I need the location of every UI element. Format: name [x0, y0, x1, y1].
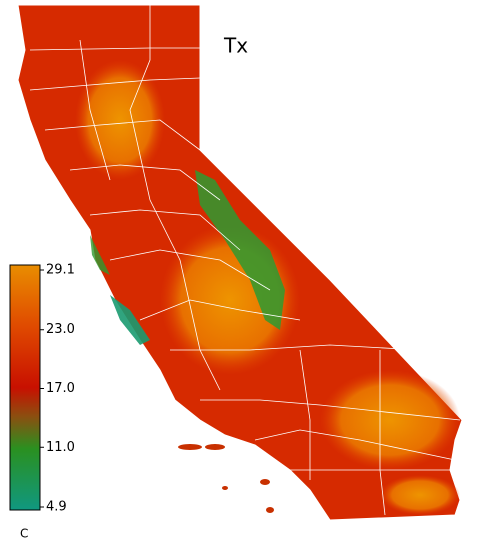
colorbar-unit: C	[20, 527, 28, 541]
colorbar-tick-label: 17.0	[46, 381, 75, 396]
colorbar-tick-label: 11.0	[46, 440, 75, 455]
colorbar	[9, 264, 41, 511]
coastal-cool	[90, 235, 110, 275]
islands	[178, 444, 274, 513]
california-map	[17, 4, 463, 521]
colorbar-tick-label: 23.0	[46, 322, 75, 337]
coastal-cool	[110, 295, 150, 345]
map-title: Tx	[223, 34, 248, 58]
colorbar-tick-label: 4.9	[46, 500, 67, 515]
colorbar-tick-label: 29.1	[46, 263, 75, 278]
central-valley	[75, 60, 165, 180]
desert	[320, 370, 460, 470]
desert	[380, 475, 460, 515]
county-lines	[29, 5, 461, 516]
